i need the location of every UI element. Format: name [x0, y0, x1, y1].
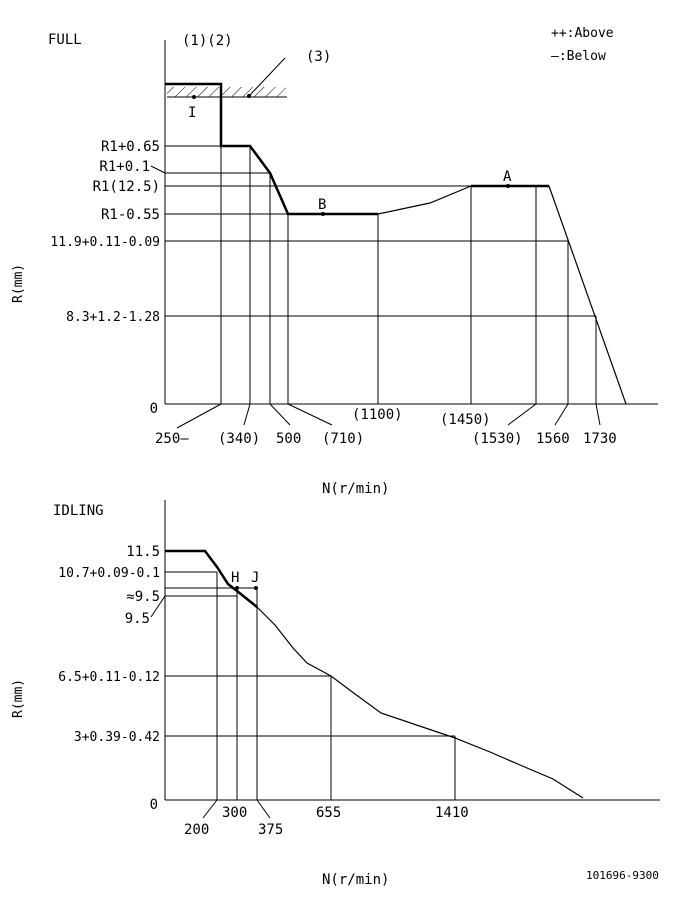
- idling-xtick-655: 655: [316, 805, 341, 821]
- idling-xtick-375: 375: [258, 822, 283, 838]
- idling-chart: IDLING H J R(mm) 11.5 10.7+0.09-0.1 ≈9.5…: [11, 500, 660, 888]
- full-ytick-zero: 0: [150, 401, 158, 417]
- idling-ytick-107: 10.7+0.09-0.1: [58, 566, 160, 581]
- idling-ytick-approx95: ≈9.5: [126, 589, 160, 605]
- full-ytick-r1-065: R1+0.65: [101, 139, 160, 155]
- full-curve-left: [165, 82, 378, 216]
- full-stopper-hatch: [167, 87, 286, 97]
- idling-point-h-dot: [235, 586, 239, 590]
- full-ytick-r1: R1(12.5): [93, 179, 160, 195]
- full-markers-label: (1)(2): [182, 33, 233, 49]
- full-point-i: I: [188, 105, 196, 121]
- idling-xtick-375-leader: [256, 799, 271, 819]
- full-xtick-500-leader: [269, 403, 291, 426]
- full-stop-label: (3): [306, 49, 331, 65]
- idling-point-h: H: [231, 570, 239, 586]
- full-point-i-dot: [192, 95, 196, 99]
- full-xtick-250: 250—: [155, 431, 189, 447]
- full-xtick-1560-leader: [554, 403, 569, 426]
- full-ytick-r1-055: R1-0.55: [101, 207, 160, 223]
- idling-ytick-115: 11.5: [126, 544, 160, 560]
- full-xtick-710-leader: [287, 403, 333, 426]
- idling-ytick-95-leader: [150, 595, 166, 618]
- full-xtick-340-leader: [243, 403, 251, 426]
- full-ytick-83: 8.3+1.2-1.28: [66, 310, 160, 325]
- idling-curve-tail: [256, 606, 584, 799]
- full-xtick-1560: 1560: [536, 431, 570, 447]
- full-xtick-1450: (1450): [440, 412, 491, 428]
- full-ytick-119: 11.9+0.11-0.09: [50, 235, 160, 250]
- idling-title: IDLING: [53, 503, 104, 519]
- full-xtick-1100: (1100): [352, 407, 403, 423]
- full-point-b-dot: [321, 212, 325, 216]
- idling-xtick-300: 300: [222, 805, 247, 821]
- full-curve-falloff: [548, 185, 627, 405]
- full-xtick-1530-leader: [507, 403, 537, 426]
- idling-ytick-zero: 0: [150, 797, 158, 813]
- idling-point-j: J: [251, 570, 259, 586]
- full-xtick-1530: (1530): [472, 431, 523, 447]
- doc-code: 101696-9300: [586, 869, 659, 882]
- idling-ytick-95: 9.5: [125, 611, 150, 627]
- idling-point-j-dot: [254, 586, 258, 590]
- full-curve-mid: [377, 185, 472, 215]
- legend-above: ++:Above: [551, 26, 614, 41]
- full-point-a-dot: [506, 184, 510, 188]
- idling-ytick-3: 3+0.39-0.42: [74, 730, 160, 745]
- full-point-a: A: [503, 169, 512, 185]
- idling-xtick-1410: 1410: [435, 805, 469, 821]
- idling-ytick-65: 6.5+0.11-0.12: [58, 670, 160, 685]
- full-xtick-1730-leader: [595, 403, 601, 426]
- idling-xtick-200-leader: [202, 799, 218, 819]
- idling-x-axis-label: N(r/min): [322, 872, 389, 888]
- full-point-b: B: [318, 197, 326, 213]
- full-xtick-710: (710): [322, 431, 364, 447]
- idling-y-axis-label: R(mm): [11, 679, 26, 718]
- idling-curve-head: [165, 549, 258, 608]
- full-xtick-500: 500: [276, 431, 301, 447]
- full-title: FULL: [48, 32, 82, 48]
- full-ytick-r1-01-leader: [150, 165, 166, 174]
- full-xtick-250-leader: [176, 403, 222, 429]
- full-chart: FULL (1)(2) (3) ++:Above —:Below: [11, 26, 658, 497]
- full-ytick-r1-01: R1+0.1: [99, 159, 150, 175]
- full-x-axis-label: N(r/min): [322, 481, 389, 497]
- full-xtick-1730: 1730: [583, 431, 617, 447]
- idling-xtick-200: 200: [184, 822, 209, 838]
- full-xtick-340: (340): [218, 431, 260, 447]
- legend-below: —:Below: [551, 49, 606, 64]
- full-y-axis-label: R(mm): [11, 264, 26, 303]
